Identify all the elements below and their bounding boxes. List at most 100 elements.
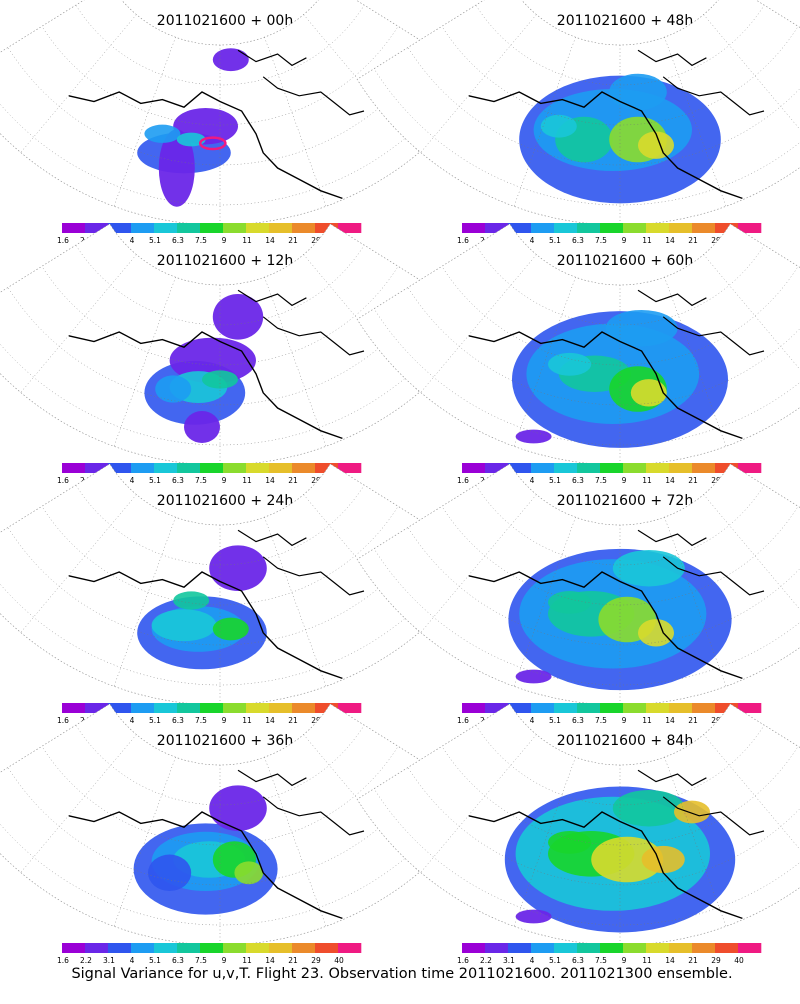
colorbar-swatch bbox=[715, 943, 739, 953]
colorbar-tick-label: 11 bbox=[242, 956, 252, 965]
colorbar-swatch bbox=[646, 463, 670, 473]
colorbar-swatch bbox=[485, 463, 509, 473]
panel-0: 2011021600 + 00h1.62.23.145.16.37.591114… bbox=[0, 0, 484, 245]
colorbar-swatch bbox=[485, 703, 509, 713]
graticule bbox=[357, 703, 800, 945]
colorbar-swatch bbox=[292, 223, 316, 233]
coastline bbox=[468, 769, 765, 920]
colorbar-tick-label: 7.5 bbox=[195, 236, 207, 245]
colorbar-tick-label: 21 bbox=[288, 956, 298, 965]
colorbar-swatch bbox=[338, 223, 362, 233]
colorbar-swatch bbox=[338, 463, 362, 473]
colorbar-tick-label: 5.1 bbox=[549, 956, 561, 965]
panel-title: 2011021600 + 36h bbox=[157, 733, 293, 749]
colorbar-tick-label: 29 bbox=[711, 236, 721, 245]
colorbar-tick-label: 6.3 bbox=[172, 956, 184, 965]
colorbar-tick-label: 29 bbox=[711, 716, 721, 725]
colorbar-tick-label: 40 bbox=[334, 956, 344, 965]
colorbar-swatch bbox=[646, 223, 670, 233]
colorbar-swatch bbox=[577, 463, 601, 473]
colorbar: 1.6 2.2 3.1 4 5.1 6.3 7.5 9 11 14 21 29 40 bbox=[57, 943, 362, 965]
colorbar-swatch bbox=[108, 463, 132, 473]
colorbar-swatch bbox=[154, 463, 178, 473]
colorbar-swatch bbox=[338, 943, 362, 953]
colorbar-swatch bbox=[669, 223, 693, 233]
colorbar-swatch bbox=[554, 943, 578, 953]
field-contour bbox=[612, 789, 685, 827]
figure-caption: Signal Variance for u,v,T. Flight 23. Ob… bbox=[71, 966, 732, 982]
field-contour bbox=[515, 429, 552, 444]
panel-5: 2011021600 + 60h1.62.23.145.16.37.591114… bbox=[356, 223, 800, 485]
graticule bbox=[357, 0, 800, 225]
colorbar-swatch bbox=[577, 943, 601, 953]
colorbar-swatch bbox=[692, 463, 716, 473]
colorbar-swatch bbox=[269, 463, 293, 473]
field-contour bbox=[674, 800, 710, 824]
colorbar-tick-label: 11 bbox=[642, 476, 652, 485]
field-contour bbox=[212, 48, 249, 72]
colorbar-swatch bbox=[85, 463, 109, 473]
colorbar-tick-label: 5.1 bbox=[549, 236, 561, 245]
field-contour bbox=[548, 352, 592, 376]
colorbar-swatch bbox=[131, 223, 155, 233]
colorbar-tick-label: 5.1 bbox=[549, 716, 561, 725]
colorbar-tick-label: 4 bbox=[130, 716, 135, 725]
coastline bbox=[468, 49, 765, 200]
colorbar-tick-label: 29 bbox=[311, 716, 321, 725]
colorbar-swatch bbox=[554, 463, 578, 473]
colorbar-tick-label: 4 bbox=[530, 716, 535, 725]
colorbar-tick-label: 9 bbox=[622, 956, 627, 965]
colorbar-tick-label: 5.1 bbox=[149, 956, 161, 965]
panel-title: 2011021600 + 00h bbox=[157, 13, 293, 29]
graticule bbox=[357, 223, 800, 465]
panel-1: 2011021600 + 12h1.62.23.145.16.37.591114… bbox=[0, 223, 484, 485]
colorbar-tick-label: 40 bbox=[734, 956, 744, 965]
colorbar-tick-label: 29 bbox=[311, 956, 321, 965]
panel-6: 2011021600 + 72h1.62.23.145.16.37.591114… bbox=[356, 463, 800, 725]
colorbar-swatch bbox=[131, 463, 155, 473]
field-contour bbox=[151, 609, 217, 642]
colorbar-tick-label: 1.6 bbox=[57, 476, 69, 485]
colorbar-tick-label: 9 bbox=[622, 236, 627, 245]
colorbar-swatch bbox=[692, 223, 716, 233]
graticule bbox=[0, 223, 483, 465]
colorbar-tick-label: 11 bbox=[642, 956, 652, 965]
colorbar-tick-label: 7.5 bbox=[195, 956, 207, 965]
field-contour bbox=[144, 124, 181, 143]
colorbar-swatch bbox=[154, 223, 178, 233]
colorbar-tick-label: 21 bbox=[688, 476, 698, 485]
colorbar-tick-label: 7.5 bbox=[195, 716, 207, 725]
colorbar-swatch bbox=[554, 703, 578, 713]
panel-7: 2011021600 + 84h 1.6 2.2 3.1 4 5.1 6.3 7.5 9 11 14… bbox=[356, 703, 800, 965]
colorbar-swatch bbox=[315, 703, 339, 713]
colorbar-swatch bbox=[269, 703, 293, 713]
colorbar: 1.6 2.2 3.1 4 5.1 6.3 7.5 9 11 14 21 29 40 bbox=[457, 943, 762, 965]
field-contour bbox=[234, 861, 264, 885]
colorbar-tick-label: 21 bbox=[288, 476, 298, 485]
colorbar-tick-label: 1.6 bbox=[457, 236, 469, 245]
field-contour bbox=[158, 129, 195, 207]
colorbar-swatch bbox=[85, 943, 109, 953]
colorbar-swatch bbox=[738, 223, 762, 233]
colorbar-swatch bbox=[715, 703, 739, 713]
colorbar-swatch bbox=[177, 703, 201, 713]
colorbar-swatch bbox=[669, 703, 693, 713]
colorbar-tick-label: 7.5 bbox=[195, 476, 207, 485]
colorbar-swatch bbox=[715, 223, 739, 233]
colorbar-swatch bbox=[177, 463, 201, 473]
colorbar-swatch bbox=[738, 463, 762, 473]
colorbar-swatch bbox=[131, 943, 155, 953]
colorbar-swatch bbox=[292, 943, 316, 953]
colorbar-tick-label: 7.5 bbox=[595, 476, 607, 485]
colorbar-swatch bbox=[531, 223, 555, 233]
colorbar-tick-label: 2.2 bbox=[80, 956, 92, 965]
colorbar-swatch bbox=[577, 223, 601, 233]
colorbar-tick-label: 6.3 bbox=[172, 716, 184, 725]
coastline bbox=[468, 289, 765, 440]
colorbar-tick-label: 4 bbox=[530, 956, 535, 965]
colorbar-swatch bbox=[131, 703, 155, 713]
panel-title: 2011021600 + 48h bbox=[557, 13, 693, 29]
colorbar-tick-label: 9 bbox=[222, 956, 227, 965]
colorbar-tick-label: 29 bbox=[711, 956, 721, 965]
